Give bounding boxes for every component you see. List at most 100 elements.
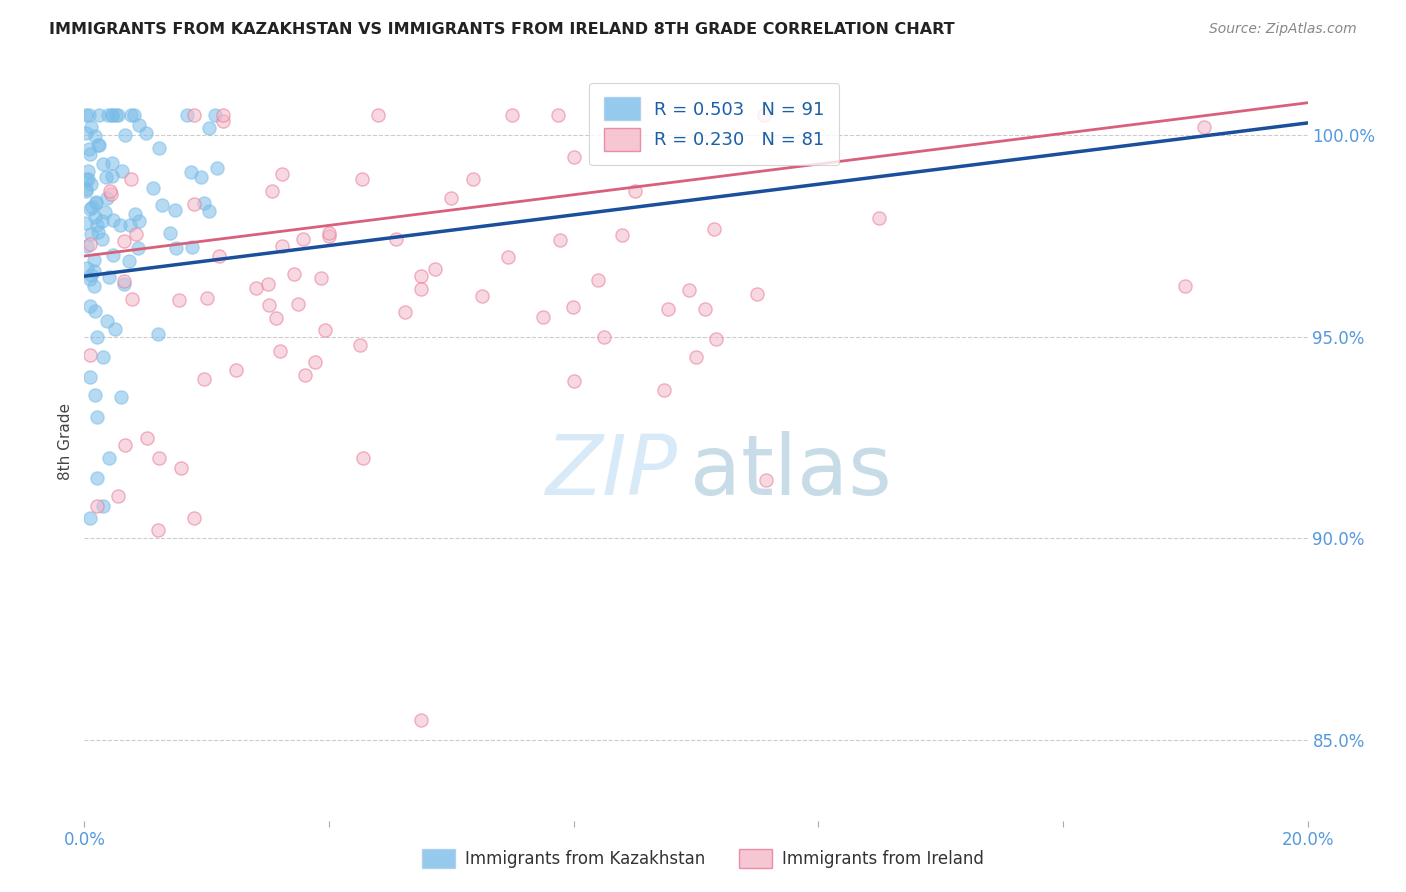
Point: [100, 186, 122, 201]
Text: ZIP: ZIP: [546, 432, 678, 512]
Legend: R = 0.503   N = 91, R = 0.230   N = 81: R = 0.503 N = 91, R = 0.230 N = 81: [589, 83, 839, 165]
Point: [148, 451, 170, 466]
Point: [257, 277, 280, 292]
Point: [101, 213, 124, 227]
Point: [80, 200, 103, 214]
Point: [98, 185, 121, 199]
Point: [112, 234, 135, 248]
Point: [287, 297, 309, 311]
Point: [755, 473, 778, 487]
Point: [79, 299, 101, 313]
Point: [75, 127, 97, 141]
Point: [703, 222, 725, 236]
Point: [86, 499, 108, 513]
Point: [104, 321, 127, 335]
Point: [111, 164, 134, 178]
Point: [394, 305, 416, 319]
Point: [79, 271, 101, 285]
Point: [83, 264, 105, 278]
Point: [75, 181, 97, 195]
Point: [409, 713, 432, 727]
Point: [125, 227, 148, 242]
Point: [367, 108, 389, 122]
Point: [314, 323, 336, 337]
Point: [547, 108, 569, 122]
Point: [136, 431, 159, 445]
Point: [471, 289, 494, 303]
Point: [91, 499, 114, 513]
Text: Source: ZipAtlas.com: Source: ZipAtlas.com: [1209, 22, 1357, 37]
Point: [169, 461, 191, 475]
Point: [120, 172, 142, 186]
Point: [225, 363, 247, 377]
Point: [165, 203, 187, 218]
Point: [183, 197, 205, 211]
Point: [562, 375, 585, 389]
Point: [212, 113, 235, 128]
Point: [245, 281, 267, 295]
Text: atlas: atlas: [690, 432, 891, 512]
Point: [586, 273, 609, 287]
Point: [292, 231, 315, 245]
Point: [463, 171, 485, 186]
Point: [180, 165, 202, 179]
Point: [84, 129, 107, 144]
Point: [79, 147, 101, 161]
Point: [195, 291, 218, 305]
Point: [128, 118, 150, 132]
Point: [259, 298, 281, 312]
Point: [349, 337, 371, 351]
Point: [548, 234, 571, 248]
Point: [75, 108, 97, 122]
Point: [498, 250, 520, 264]
Point: [114, 128, 136, 142]
Point: [212, 108, 235, 122]
Point: [148, 141, 170, 155]
Point: [180, 239, 202, 253]
Point: [283, 267, 305, 281]
Point: [86, 218, 108, 232]
Point: [79, 347, 101, 361]
Point: [90, 232, 112, 246]
Y-axis label: 8th Grade: 8th Grade: [58, 403, 73, 480]
Point: [678, 283, 700, 297]
Point: [205, 161, 228, 176]
Point: [107, 108, 129, 122]
Text: IMMIGRANTS FROM KAZAKHSTAN VS IMMIGRANTS FROM IRELAND 8TH GRADE CORRELATION CHAR: IMMIGRANTS FROM KAZAKHSTAN VS IMMIGRANTS…: [49, 22, 955, 37]
Point: [120, 108, 142, 122]
Point: [86, 329, 108, 343]
Point: [294, 368, 316, 383]
Point: [121, 292, 143, 306]
Point: [118, 253, 141, 268]
Point: [80, 178, 103, 192]
Point: [97, 450, 120, 465]
Point: [79, 268, 101, 282]
Point: [135, 126, 157, 140]
Point: [112, 277, 135, 291]
Point: [122, 108, 145, 122]
Point: [318, 228, 340, 243]
Point: [190, 169, 212, 184]
Point: [83, 303, 105, 318]
Point: [124, 207, 146, 221]
Point: [84, 211, 107, 225]
Point: [409, 282, 432, 296]
Point: [747, 286, 769, 301]
Point: [304, 355, 326, 369]
Point: [440, 191, 463, 205]
Point: [112, 274, 135, 288]
Point: [562, 300, 585, 314]
Point: [562, 150, 585, 164]
Point: [87, 225, 110, 239]
Point: [652, 384, 675, 398]
Point: [693, 302, 716, 317]
Point: [198, 204, 221, 219]
Point: [657, 301, 679, 316]
Point: [83, 278, 105, 293]
Point: [118, 219, 141, 233]
Point: [685, 350, 707, 364]
Point: [84, 196, 107, 211]
Point: [269, 343, 291, 358]
Point: [204, 108, 226, 122]
Point: [502, 108, 524, 122]
